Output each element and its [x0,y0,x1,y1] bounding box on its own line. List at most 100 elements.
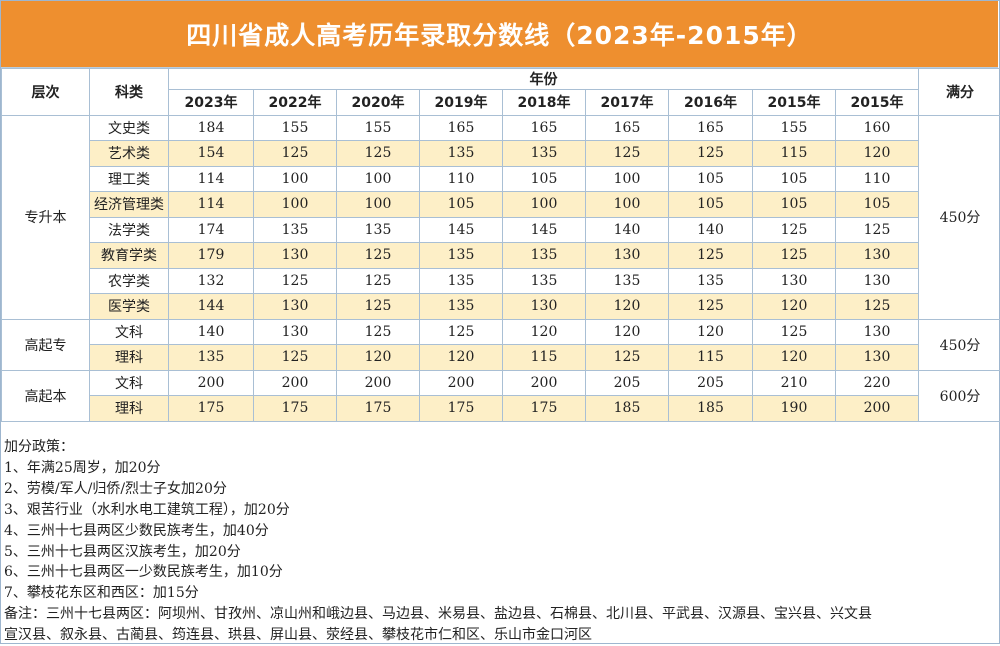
score-cell: 125 [420,319,503,345]
score-cell: 140 [669,217,753,243]
score-cell: 165 [669,115,753,141]
score-cell: 105 [753,166,836,192]
score-cell: 140 [586,217,669,243]
score-cell: 120 [586,319,669,345]
level-cell: 高起本 [2,370,90,421]
header-year: 2016年 [669,90,753,116]
notes-item: 6、三州十七县两区一少数民族考生，加10分 [4,562,998,583]
score-cell: 115 [753,141,836,167]
score-cell: 120 [420,345,503,371]
category-cell: 农学类 [90,268,169,294]
score-cell: 165 [503,115,586,141]
score-cell: 145 [503,217,586,243]
score-cell: 110 [420,166,503,192]
score-cell: 105 [669,192,753,218]
category-cell: 理科 [90,345,169,371]
header-year-group: 年份 [169,69,919,90]
score-cell: 100 [254,192,337,218]
header-level: 层次 [2,69,90,116]
score-cell: 100 [586,192,669,218]
score-cell: 120 [753,294,836,320]
score-cell: 115 [669,345,753,371]
score-cell: 120 [753,345,836,371]
score-cell: 110 [836,166,919,192]
score-cell: 125 [337,243,420,269]
header-full-score: 满分 [919,69,1000,116]
score-cell: 130 [254,243,337,269]
header-year: 2023年 [169,90,254,116]
score-cell: 175 [169,396,254,422]
score-cell: 205 [669,370,753,396]
notes-item: 5、三州十七县两区汉族考生，加20分 [4,542,998,563]
score-cell: 200 [337,370,420,396]
notes-item: 3、艰苦行业（水利水电工建筑工程），加20分 [4,500,998,521]
score-cell: 175 [254,396,337,422]
header-year: 2019年 [420,90,503,116]
score-cell: 135 [420,268,503,294]
header-category: 科类 [90,69,169,116]
score-cell: 132 [169,268,254,294]
category-cell: 教育学类 [90,243,169,269]
score-cell: 120 [586,294,669,320]
score-cell: 135 [337,217,420,243]
header-row-top: 层次 科类 年份 满分 [2,69,1000,90]
category-cell: 法学类 [90,217,169,243]
score-cell: 185 [586,396,669,422]
score-cell: 130 [254,294,337,320]
category-cell: 理工类 [90,166,169,192]
score-cell: 125 [586,141,669,167]
score-cell: 175 [337,396,420,422]
category-cell: 文科 [90,370,169,396]
score-cell: 154 [169,141,254,167]
score-cell: 175 [420,396,503,422]
score-cell: 130 [836,243,919,269]
score-cell: 184 [169,115,254,141]
category-cell: 艺术类 [90,141,169,167]
score-cell: 120 [836,141,919,167]
score-cell: 115 [503,345,586,371]
score-cell: 100 [337,166,420,192]
score-cell: 125 [337,294,420,320]
score-cell: 125 [254,141,337,167]
score-cell: 130 [503,294,586,320]
category-cell: 文科 [90,319,169,345]
score-cell: 130 [254,319,337,345]
score-cell: 135 [169,345,254,371]
full-score-cell: 450分 [919,115,1000,319]
score-cell: 165 [420,115,503,141]
notes-remark: 备注：三州十七县两区：阿坝州、甘孜州、凉山州和峨边县、马边县、米易县、盐边县、石… [4,604,998,625]
score-cell: 105 [420,192,503,218]
score-cell: 105 [503,166,586,192]
score-cell: 130 [836,319,919,345]
score-cell: 200 [836,396,919,422]
notes-heading: 加分政策： [4,437,998,458]
score-cell: 190 [753,396,836,422]
score-cell: 205 [586,370,669,396]
score-cell: 145 [420,217,503,243]
score-cell: 125 [669,243,753,269]
header-year: 2017年 [586,90,669,116]
score-cell: 125 [586,345,669,371]
score-cell: 130 [753,268,836,294]
score-cell: 125 [337,268,420,294]
score-cell: 125 [836,217,919,243]
score-cell: 120 [337,345,420,371]
score-cell: 175 [503,396,586,422]
score-cell: 130 [586,243,669,269]
score-cell: 100 [254,166,337,192]
score-cell: 135 [503,268,586,294]
score-cell: 200 [420,370,503,396]
score-cell: 125 [753,243,836,269]
score-cell: 210 [753,370,836,396]
